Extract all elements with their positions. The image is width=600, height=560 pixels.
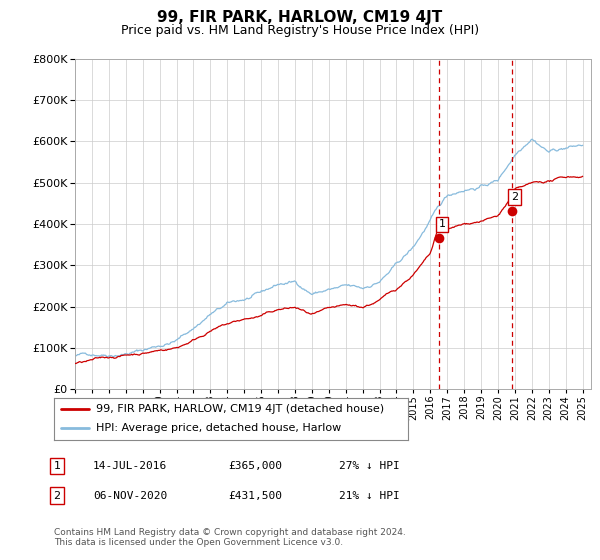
Text: 99, FIR PARK, HARLOW, CM19 4JT: 99, FIR PARK, HARLOW, CM19 4JT [157,10,443,25]
Text: 2: 2 [511,192,518,202]
Text: Price paid vs. HM Land Registry's House Price Index (HPI): Price paid vs. HM Land Registry's House … [121,24,479,36]
Text: 27% ↓ HPI: 27% ↓ HPI [339,461,400,471]
Text: 06-NOV-2020: 06-NOV-2020 [93,491,167,501]
Text: Contains HM Land Registry data © Crown copyright and database right 2024.
This d: Contains HM Land Registry data © Crown c… [54,528,406,547]
Text: 14-JUL-2016: 14-JUL-2016 [93,461,167,471]
Text: £365,000: £365,000 [228,461,282,471]
Text: HPI: Average price, detached house, Harlow: HPI: Average price, detached house, Harl… [97,423,342,433]
Text: 21% ↓ HPI: 21% ↓ HPI [339,491,400,501]
Text: 99, FIR PARK, HARLOW, CM19 4JT (detached house): 99, FIR PARK, HARLOW, CM19 4JT (detached… [97,404,385,414]
Text: 1: 1 [53,461,61,471]
Text: 2: 2 [53,491,61,501]
Text: £431,500: £431,500 [228,491,282,501]
Text: 1: 1 [439,220,445,230]
